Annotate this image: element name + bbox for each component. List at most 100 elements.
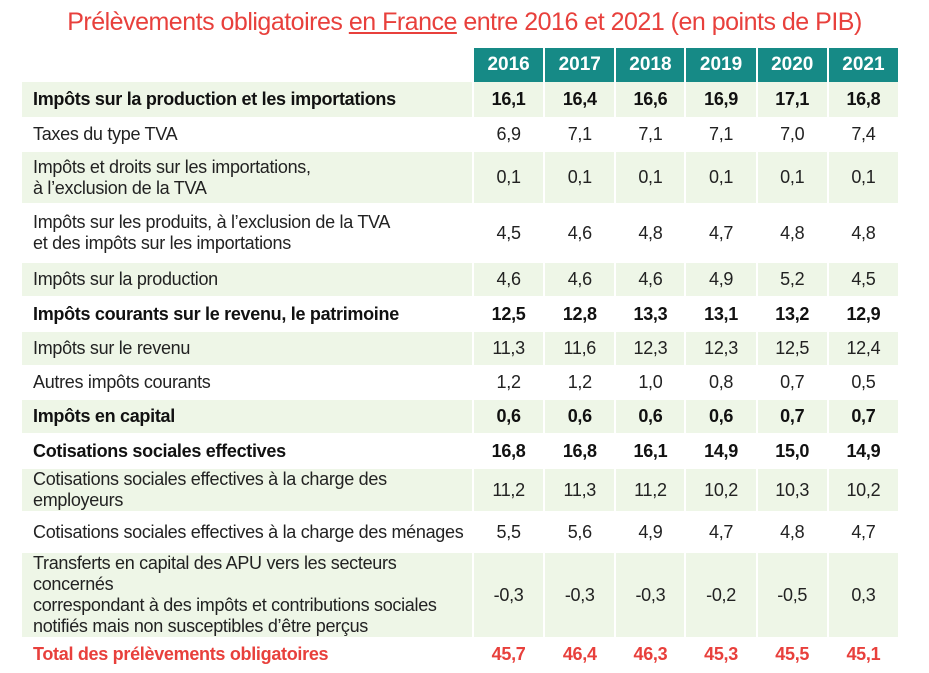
value-cell-2021: 12,4 bbox=[826, 331, 898, 365]
value-cell-2016: 11,3 bbox=[472, 331, 544, 365]
value-cell-2018: 4,6 bbox=[614, 262, 685, 296]
value-cell-2016: 4,6 bbox=[472, 262, 544, 296]
value-cell-2018: 13,3 bbox=[614, 296, 685, 331]
levies-table: 2016 2017 2018 2019 2020 2021 Impôts sur… bbox=[22, 48, 898, 671]
value-cell-2018: 46,3 bbox=[614, 637, 685, 671]
table-row: Impôts sur la production 4,6 4,6 4,6 4,9 5,2 4… bbox=[22, 262, 898, 296]
row-label: Impôts sur la production et les importat… bbox=[22, 82, 473, 117]
table-row: Cotisations sociales effectives à la cha… bbox=[22, 468, 898, 511]
value-cell-2021: 0,5 bbox=[826, 365, 898, 399]
table-row: Impôts en capital 0,6 0,6 0,6 0,6 0,7 0,7 bbox=[22, 399, 898, 433]
value-cell-2018: 12,3 bbox=[614, 331, 685, 365]
value-cell-2020: 45,5 bbox=[755, 637, 827, 671]
header-blank-cell bbox=[22, 48, 472, 82]
value-cell-2018: -0,3 bbox=[614, 552, 685, 637]
value-cell-2020: 5,2 bbox=[755, 262, 827, 296]
value-cell-2020: 0,1 bbox=[755, 151, 827, 203]
row-label: Cotisations sociales effectives bbox=[22, 433, 473, 468]
value-cell-2018: 4,8 bbox=[614, 203, 685, 262]
value-cell-2018: 16,1 bbox=[614, 433, 685, 468]
value-cell-2021: 0,3 bbox=[826, 552, 898, 637]
table-row: Impôts sur la production et les importat… bbox=[22, 82, 898, 117]
value-cell-2016: 45,7 bbox=[472, 637, 544, 671]
value-cell-2020: 10,3 bbox=[755, 468, 827, 511]
value-cell-2018: 0,1 bbox=[614, 151, 685, 203]
row-label: Autres impôts courants bbox=[22, 365, 473, 399]
table-row: Taxes du type TVA 6,9 7,1 7,1 7,1 7,0 7,4 bbox=[22, 117, 898, 151]
value-cell-2020: 17,1 bbox=[755, 82, 827, 117]
value-cell-2019: 0,8 bbox=[684, 365, 756, 399]
value-cell-2020: 15,0 bbox=[755, 433, 827, 468]
value-cell-2018: 4,9 bbox=[614, 511, 685, 552]
value-cell-2020: -0,5 bbox=[755, 552, 827, 637]
value-cell-2018: 16,6 bbox=[614, 82, 685, 117]
year-header: 2017 bbox=[543, 48, 615, 82]
year-header: 2016 bbox=[472, 48, 544, 82]
year-header: 2021 bbox=[826, 48, 898, 82]
value-cell-2019: 14,9 bbox=[684, 433, 756, 468]
row-label: Transferts en capital des APU vers les s… bbox=[22, 552, 473, 637]
page-title: Prélèvements obligatoires en France entr… bbox=[0, 8, 929, 37]
value-cell-2021: 10,2 bbox=[826, 468, 898, 511]
value-cell-2019: 4,7 bbox=[684, 511, 756, 552]
value-cell-2019: 0,1 bbox=[684, 151, 756, 203]
value-cell-2019: 12,3 bbox=[684, 331, 756, 365]
value-cell-2020: 4,8 bbox=[755, 203, 827, 262]
value-cell-2017: 4,6 bbox=[543, 203, 615, 262]
value-cell-2021: 4,7 bbox=[826, 511, 898, 552]
value-cell-2016: 0,6 bbox=[472, 399, 544, 433]
value-cell-2017: 12,8 bbox=[543, 296, 615, 331]
value-cell-2017: 46,4 bbox=[543, 637, 615, 671]
value-cell-2020: 13,2 bbox=[755, 296, 827, 331]
value-cell-2016: 1,2 bbox=[472, 365, 544, 399]
row-label: Impôts et droits sur les importations, à … bbox=[22, 151, 473, 203]
year-header: 2019 bbox=[684, 48, 756, 82]
value-cell-2017: 7,1 bbox=[543, 117, 615, 151]
value-cell-2021: 0,7 bbox=[826, 399, 898, 433]
value-cell-2018: 11,2 bbox=[614, 468, 685, 511]
value-cell-2016: 5,5 bbox=[472, 511, 544, 552]
value-cell-2020: 12,5 bbox=[755, 331, 827, 365]
row-label: Impôts en capital bbox=[22, 399, 473, 433]
value-cell-2017: 11,6 bbox=[543, 331, 615, 365]
row-label: Impôts sur la production bbox=[22, 262, 473, 296]
value-cell-2020: 7,0 bbox=[755, 117, 827, 151]
table-row: Impôts courants sur le revenu, le patrim… bbox=[22, 296, 898, 331]
value-cell-2018: 1,0 bbox=[614, 365, 685, 399]
value-cell-2021: 4,5 bbox=[826, 262, 898, 296]
value-cell-2016: 6,9 bbox=[472, 117, 544, 151]
value-cell-2019: -0,2 bbox=[684, 552, 756, 637]
table-row: Impôts sur les produits, à l’exclusion d… bbox=[22, 203, 898, 262]
value-cell-2017: -0,3 bbox=[543, 552, 615, 637]
table-row: Impôts et droits sur les importations, à … bbox=[22, 151, 898, 203]
value-cell-2019: 45,3 bbox=[684, 637, 756, 671]
title-text-before: Prélèvements obligatoires bbox=[67, 8, 349, 36]
value-cell-2021: 45,1 bbox=[826, 637, 898, 671]
value-cell-2019: 10,2 bbox=[684, 468, 756, 511]
value-cell-2016: 4,5 bbox=[472, 203, 544, 262]
value-cell-2017: 0,6 bbox=[543, 399, 615, 433]
value-cell-2019: 4,7 bbox=[684, 203, 756, 262]
value-cell-2020: 0,7 bbox=[755, 365, 827, 399]
title-link-france[interactable]: en France bbox=[348, 8, 458, 36]
value-cell-2018: 0,6 bbox=[614, 399, 685, 433]
row-label: Impôts courants sur le revenu, le patrim… bbox=[22, 296, 473, 331]
row-label: Taxes du type TVA bbox=[22, 117, 473, 151]
table-row: Impôts sur le revenu 11,3 11,6 12,3 12,3 12,5… bbox=[22, 331, 898, 365]
value-cell-2016: 12,5 bbox=[472, 296, 544, 331]
value-cell-2016: 11,2 bbox=[472, 468, 544, 511]
value-cell-2021: 7,4 bbox=[826, 117, 898, 151]
value-cell-2020: 0,7 bbox=[755, 399, 827, 433]
value-cell-2021: 14,9 bbox=[826, 433, 898, 468]
header-row: 2016 2017 2018 2019 2020 2021 bbox=[22, 48, 898, 82]
row-label: Cotisations sociales effectives à la cha… bbox=[22, 468, 473, 511]
table-row: Cotisations sociales effectives 16,8 16,8 1… bbox=[22, 433, 898, 468]
value-cell-2021: 12,9 bbox=[826, 296, 898, 331]
value-cell-2020: 4,8 bbox=[755, 511, 827, 552]
value-cell-2019: 16,9 bbox=[684, 82, 756, 117]
total-row: Total des prélèvements obligatoires 45,7 4… bbox=[22, 637, 898, 671]
value-cell-2017: 11,3 bbox=[543, 468, 615, 511]
table-row: Autres impôts courants 1,2 1,2 1,0 0,8 0,7 0,5 bbox=[22, 365, 898, 399]
value-cell-2016: 16,1 bbox=[472, 82, 544, 117]
title-text-after: entre 2016 et 2021 (en points de PIB) bbox=[456, 8, 862, 36]
